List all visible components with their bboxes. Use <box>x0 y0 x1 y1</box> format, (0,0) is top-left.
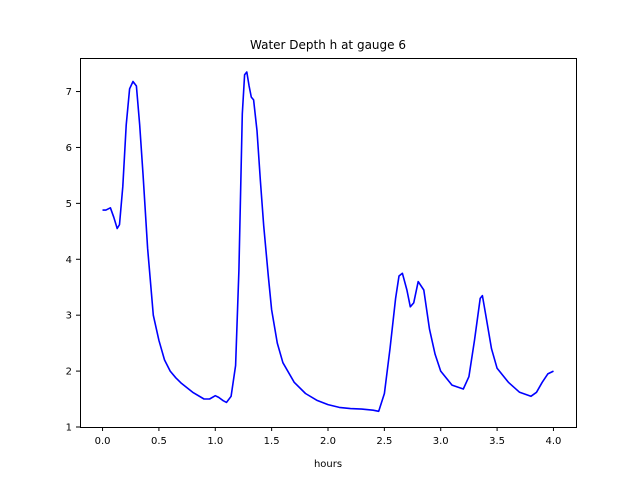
plot-frame <box>80 58 577 428</box>
y-tick-label: 4 <box>66 255 72 266</box>
x-tick-label: 4.0 <box>546 436 562 447</box>
x-axis-label: hours <box>314 459 342 470</box>
x-tick-label: 3.5 <box>489 436 505 447</box>
x-axis-ticks: 0.0 0.5 1.0 1.5 2.0 2.5 3.0 3.5 4.0 <box>95 427 562 447</box>
plot-area <box>80 58 576 427</box>
series-line-0 <box>102 71 554 413</box>
y-axis-ticks: 1 2 3 4 5 6 7 <box>66 87 81 434</box>
x-tick-label: 1.0 <box>207 436 223 447</box>
x-tick-label: 2.5 <box>376 436 392 447</box>
y-tick-label: 2 <box>66 367 72 378</box>
x-tick-label: 1.5 <box>264 436 280 447</box>
y-tick-label: 3 <box>66 311 72 322</box>
x-tick-label: 0.0 <box>95 436 111 447</box>
y-tick-label: 5 <box>66 199 72 210</box>
y-tick-label: 1 <box>66 423 72 434</box>
y-tick-label: 7 <box>66 87 72 98</box>
chart-title: Water Depth h at gauge 6 <box>250 38 406 52</box>
y-tick-label: 6 <box>66 143 72 154</box>
x-tick-label: 3.0 <box>433 436 449 447</box>
x-tick-label: 0.5 <box>151 436 167 447</box>
x-tick-label: 2.0 <box>320 436 336 447</box>
series-layer <box>102 71 554 413</box>
